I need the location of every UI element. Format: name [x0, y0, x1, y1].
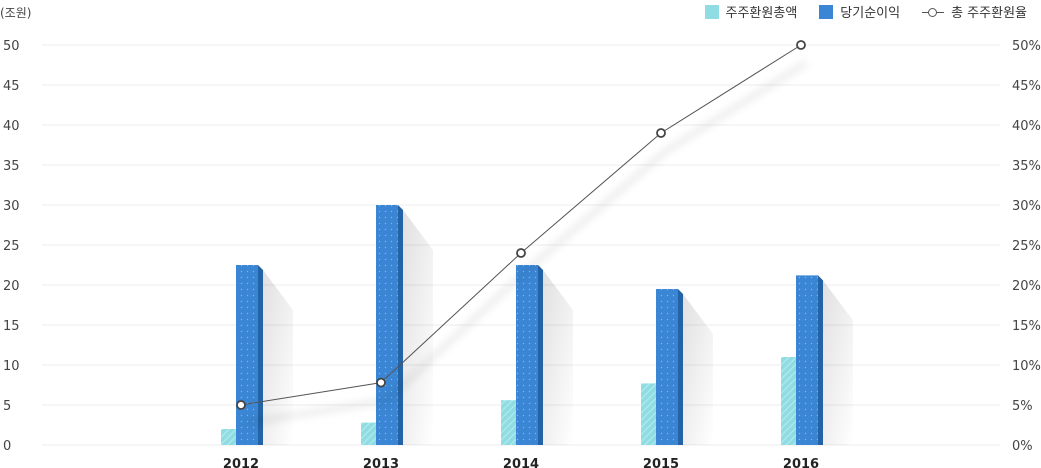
- y-axis-right: 0% 5% 10% 15% 20% 25% 30% 35% 40% 45% 50%: [1012, 39, 1041, 454]
- bar-net-income-side: [258, 265, 263, 445]
- line-point-return-rate[interactable]: [516, 248, 526, 258]
- legend-line-marker-icon: [922, 5, 945, 19]
- chart-legend: 주주환원총액 당기순이익 총 주주환원율: [704, 2, 1027, 21]
- bar-net-income[interactable]: [376, 205, 398, 445]
- line-layer: [236, 40, 808, 426]
- y-axis-unit-label: (조원): [0, 6, 31, 20]
- y-right-tick-label: 20%: [1012, 279, 1041, 294]
- legend-item-return-rate[interactable]: 총 주주환원율: [922, 2, 1027, 21]
- y-left-tick-label: 0: [3, 439, 11, 454]
- x-tick-label: 2016: [783, 457, 819, 468]
- y-left-tick-label: 40: [3, 119, 20, 134]
- x-tick-label: 2015: [643, 457, 679, 468]
- x-tick-label: 2014: [503, 457, 539, 468]
- x-axis: 2012 2013 2014 2015 2016: [223, 457, 819, 468]
- bar-net-income[interactable]: [516, 265, 538, 445]
- legend-item-shareholder-return[interactable]: 주주환원총액: [704, 2, 798, 21]
- line-point-return-rate[interactable]: [236, 400, 246, 410]
- y-right-tick-label: 50%: [1012, 39, 1041, 54]
- y-right-tick-label: 45%: [1012, 79, 1041, 94]
- bar-net-income-side: [538, 265, 543, 445]
- legend-swatch-teal: [704, 4, 719, 19]
- x-tick-label: 2013: [363, 457, 399, 468]
- legend-swatch-blue: [819, 4, 834, 19]
- y-left-tick-label: 30: [3, 199, 20, 214]
- bar-net-income-shadow: [543, 270, 573, 445]
- y-right-tick-label: 35%: [1012, 159, 1041, 174]
- bar-net-income-shadow: [823, 280, 853, 445]
- bar-net-income[interactable]: [656, 289, 678, 445]
- legend-label-shareholder-return: 주주환원총액: [725, 6, 798, 21]
- bar-net-income-side: [398, 205, 403, 445]
- y-right-tick-label: 15%: [1012, 319, 1041, 334]
- line-point-return-rate[interactable]: [796, 40, 806, 50]
- line-point-return-rate[interactable]: [656, 128, 666, 138]
- x-tick-label: 2012: [223, 457, 259, 468]
- legend-label-net-income: 당기순이익: [840, 6, 901, 21]
- bar-net-income-side: [678, 289, 683, 445]
- y-right-tick-label: 40%: [1012, 119, 1041, 134]
- bar-net-income[interactable]: [796, 275, 818, 445]
- bar-net-income-shadow: [683, 294, 713, 445]
- legend-item-net-income[interactable]: 당기순이익: [819, 2, 900, 21]
- y-left-tick-label: 5: [3, 399, 11, 414]
- line-shadow: [245, 60, 808, 426]
- y-left-tick-label: 25: [3, 239, 20, 254]
- bar-net-income-shadow: [263, 270, 293, 445]
- y-left-tick-label: 45: [3, 79, 20, 94]
- line-point-return-rate[interactable]: [376, 377, 386, 388]
- y-left-tick-label: 35: [3, 159, 20, 174]
- y-left-tick-label: 20: [3, 279, 20, 294]
- bar-net-income-side: [818, 275, 823, 445]
- y-left-tick-label: 15: [3, 319, 20, 334]
- y-left-tick-label: 50: [3, 39, 20, 54]
- y-right-tick-label: 0%: [1012, 439, 1033, 454]
- y-right-tick-label: 5%: [1012, 399, 1033, 414]
- legend-label-return-rate: 총 주주환원율: [951, 6, 1027, 21]
- bar-net-income-shadow: [403, 210, 433, 445]
- y-axis-left: 0 5 10 15 20 25 30 35 40 45 50: [3, 39, 20, 454]
- y-left-tick-label: 10: [3, 359, 20, 374]
- bar-net-income[interactable]: [236, 265, 258, 445]
- y-right-tick-label: 25%: [1012, 239, 1041, 254]
- y-right-tick-label: 10%: [1012, 359, 1041, 374]
- y-right-tick-label: 30%: [1012, 199, 1041, 214]
